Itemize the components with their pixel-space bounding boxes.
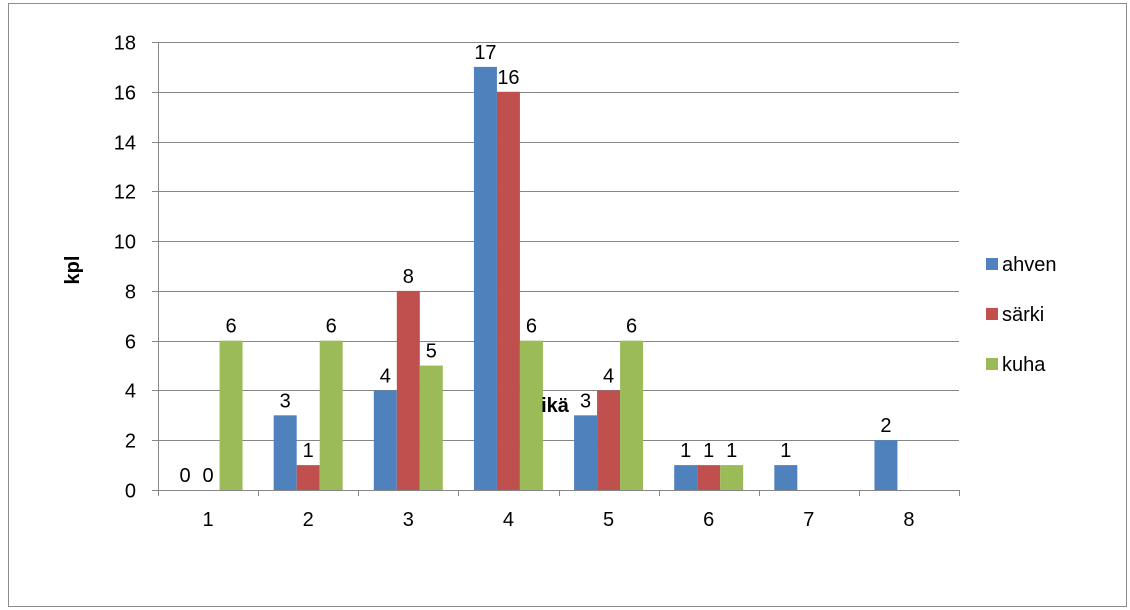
bar-särki xyxy=(396,290,420,490)
x-tick-label: 5 xyxy=(603,509,614,531)
legend: ahven särki kuha xyxy=(986,254,1057,376)
x-tick-label: 3 xyxy=(403,509,414,531)
data-label-ahven: 4 xyxy=(380,365,391,387)
bar-ahven xyxy=(273,415,297,490)
data-label-särki: 16 xyxy=(497,67,519,89)
data-label-ahven: 0 xyxy=(180,465,191,487)
y-tick-label: 10 xyxy=(114,232,136,254)
data-label-ahven: 3 xyxy=(280,390,291,412)
data-label-särki: 4 xyxy=(603,365,614,387)
data-label-särki: 8 xyxy=(403,266,414,288)
y-axis-title: kpl xyxy=(62,256,84,285)
data-label-ahven: 17 xyxy=(474,42,496,64)
y-tick-label: 14 xyxy=(114,133,136,155)
legend-swatch-ahven xyxy=(986,258,998,270)
y-tick-label: 4 xyxy=(125,381,136,403)
bar-kuha xyxy=(620,340,644,490)
x-tick-label: 4 xyxy=(503,509,514,531)
gridlines xyxy=(158,42,959,441)
data-label-särki: 1 xyxy=(703,440,714,462)
x-axis-title: ikä xyxy=(541,395,570,417)
bar-ahven xyxy=(373,390,397,490)
data-label-kuha: 1 xyxy=(726,440,737,462)
x-tick-label: 7 xyxy=(803,509,814,531)
legend-swatch-kuha xyxy=(986,358,998,370)
y-tick-label: 0 xyxy=(125,481,136,503)
bar-särki xyxy=(597,390,621,490)
bar-kuha xyxy=(419,365,443,490)
data-label-ahven: 1 xyxy=(680,440,691,462)
data-label-kuha: 6 xyxy=(226,316,237,338)
x-tick-label: 2 xyxy=(303,509,314,531)
legend-label-ahven: ahven xyxy=(1002,254,1057,276)
bar-kuha xyxy=(720,465,744,490)
bar-kuha xyxy=(319,340,343,490)
data-label-kuha: 6 xyxy=(326,316,337,338)
data-label-kuha: 5 xyxy=(426,341,437,363)
bar-ahven xyxy=(574,415,598,490)
y-tick-label: 6 xyxy=(125,332,136,354)
legend-swatch-särki xyxy=(986,308,998,320)
bar-särki xyxy=(697,465,721,490)
bar-ahven xyxy=(674,465,698,490)
bar-särki xyxy=(496,91,520,491)
y-tick-label: 12 xyxy=(114,182,136,204)
legend-label-kuha: kuha xyxy=(1002,354,1046,376)
y-tick-label: 18 xyxy=(114,33,136,55)
bar-kuha xyxy=(519,340,543,490)
data-label-särki: 0 xyxy=(203,465,214,487)
data-label-särki: 1 xyxy=(303,440,314,462)
data-label-ahven: 1 xyxy=(780,440,791,462)
bar-ahven xyxy=(473,66,497,490)
data-label-ahven: 2 xyxy=(880,415,891,437)
bar-ahven xyxy=(874,440,898,490)
y-tick-label: 2 xyxy=(125,431,136,453)
data-label-kuha: 6 xyxy=(626,316,637,338)
x-tick-label: 6 xyxy=(703,509,714,531)
bar-ahven xyxy=(774,465,798,490)
data-label-ahven: 3 xyxy=(580,390,591,412)
y-tick-label: 16 xyxy=(114,83,136,105)
bar-särki xyxy=(296,465,320,490)
x-tick-label: 1 xyxy=(203,509,214,531)
legend-label-särki: särki xyxy=(1002,304,1044,326)
y-tick-label: 8 xyxy=(125,282,136,304)
bars xyxy=(219,66,898,491)
chart-area: 0 2 4 6 8 10 12 14 16 18 1 2 3 4 5 6 7 8 0 3 4 17 3 1 1 2 0 1 8 16 4 1… xyxy=(8,3,1127,607)
bar-kuha xyxy=(219,340,243,490)
x-tick-label: 8 xyxy=(903,509,914,531)
data-label-kuha: 6 xyxy=(526,316,537,338)
